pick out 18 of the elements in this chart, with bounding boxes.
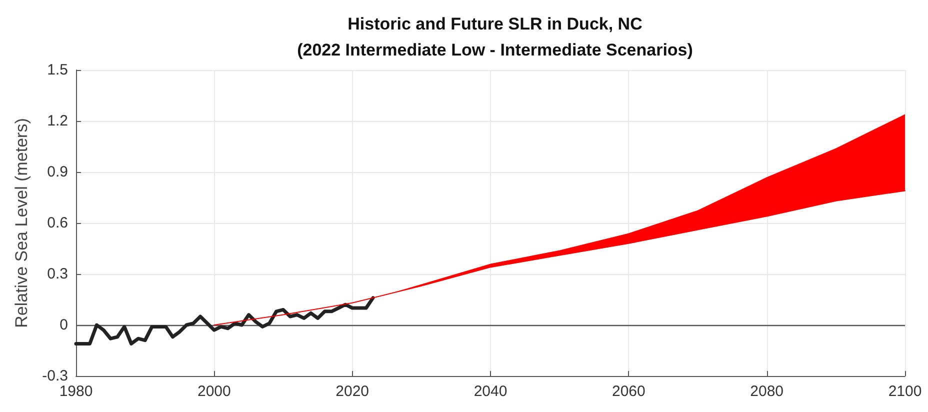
chart-subtitle: (2022 Intermediate Low - Intermediate Scenarios) bbox=[297, 40, 693, 60]
x-tick-label: 2060 bbox=[612, 383, 646, 400]
x-tick-label: 2080 bbox=[750, 383, 784, 400]
y-tick-label: -0.3 bbox=[42, 368, 68, 384]
x-tick-label: 2020 bbox=[336, 383, 370, 400]
y-axis-title: Relative Sea Level (meters) bbox=[12, 118, 31, 328]
line-series bbox=[74, 296, 375, 346]
x-tick-label: 2100 bbox=[888, 383, 922, 400]
x-tick-label: 2000 bbox=[197, 383, 231, 400]
y-tick-label: 0.9 bbox=[47, 164, 68, 180]
chart-title: Historic and Future SLR in Duck, NC bbox=[348, 14, 642, 34]
y-tick-label: 0.3 bbox=[47, 266, 68, 282]
y-tick-label: 0.6 bbox=[47, 214, 68, 232]
x-tick-label: 2040 bbox=[474, 383, 508, 400]
y-tick-label: 1.2 bbox=[47, 112, 68, 130]
y-tick-label: 0 bbox=[60, 316, 68, 334]
y-tick-label: 1.5 bbox=[47, 62, 68, 78]
x-tick-label: 1980 bbox=[59, 383, 93, 400]
